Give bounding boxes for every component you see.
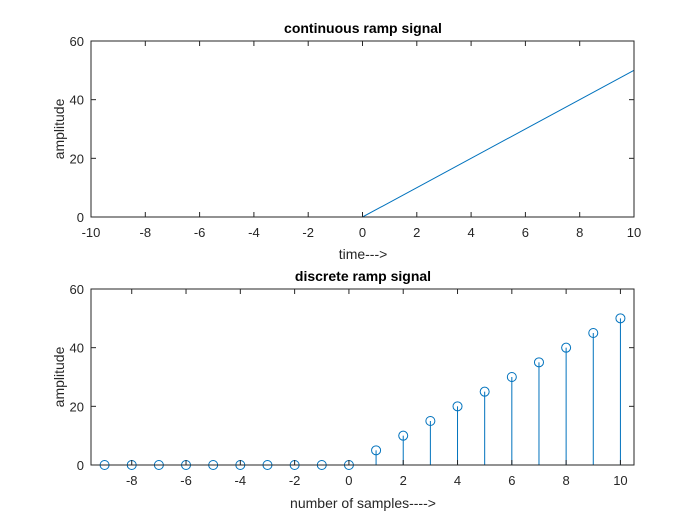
x-tick-label: 10 xyxy=(613,473,627,488)
stem-marker xyxy=(533,357,544,368)
x-tick-label: 10 xyxy=(627,225,641,240)
continuous-ramp-chart: continuous ramp signal -10 -8 -6 -4 -2 0 2 4 6 8 1… xyxy=(51,20,641,262)
x-tick-label: 8 xyxy=(563,473,570,488)
x-tick-label: -8 xyxy=(140,225,152,240)
y-tick-label: 40 xyxy=(70,93,84,108)
axis-ticks: -8 -6 -4 -2 0 2 4 6 8 10 0 20 40 60 xyxy=(70,282,634,488)
x-tick-label: -8 xyxy=(126,473,138,488)
y-tick-label: 20 xyxy=(70,399,84,414)
y-tick-label: 0 xyxy=(77,458,84,473)
y-tick-label: 0 xyxy=(77,210,84,225)
x-tick-label: -4 xyxy=(248,225,260,240)
y-tick-label: 60 xyxy=(70,34,84,49)
axes-box xyxy=(90,288,635,466)
x-tick-label: 2 xyxy=(413,225,420,240)
y-axis-label: amplitude xyxy=(51,346,67,407)
y-tick-label: 60 xyxy=(70,282,84,297)
x-tick-label: -2 xyxy=(302,225,314,240)
stem-marker xyxy=(479,386,490,397)
stem-marker xyxy=(425,416,436,426)
stem-marker xyxy=(615,313,626,324)
y-tick-label: 20 xyxy=(70,151,84,166)
x-tick-label: -2 xyxy=(289,473,301,488)
y-tick-label: 40 xyxy=(70,341,84,356)
stem-marker xyxy=(588,328,599,338)
x-axis-label: number of samples----> xyxy=(290,495,436,511)
y-axis-label: amplitude xyxy=(51,98,67,159)
stem-marker xyxy=(371,445,382,456)
x-tick-label: 2 xyxy=(400,473,407,488)
x-tick-label: -4 xyxy=(235,473,247,488)
x-tick-label: -10 xyxy=(82,225,101,240)
stem-marker xyxy=(506,372,517,382)
x-tick-label: -6 xyxy=(180,473,192,488)
stem-marker xyxy=(561,342,572,353)
x-tick-label: 0 xyxy=(345,473,352,488)
chart-title: discrete ramp signal xyxy=(295,268,431,284)
chart-title: continuous ramp signal xyxy=(284,20,442,36)
x-tick-label: 8 xyxy=(576,225,583,240)
x-tick-label: -6 xyxy=(194,225,206,240)
stem-marker xyxy=(398,430,409,441)
stem-marker xyxy=(452,401,463,412)
axis-ticks: -10 -8 -6 -4 -2 0 2 4 6 8 10 0 20 40 60 xyxy=(70,34,642,240)
x-axis-label: time---> xyxy=(339,246,388,262)
x-tick-label: 6 xyxy=(508,473,515,488)
x-tick-label: 0 xyxy=(359,225,366,240)
x-tick-label: 6 xyxy=(522,225,529,240)
x-tick-label: 4 xyxy=(454,473,461,488)
discrete-ramp-chart: discrete ramp signal -8 -6 -4 -2 0 2 4 6 8 10 0 20 4… xyxy=(51,268,635,511)
x-tick-label: 4 xyxy=(467,225,474,240)
